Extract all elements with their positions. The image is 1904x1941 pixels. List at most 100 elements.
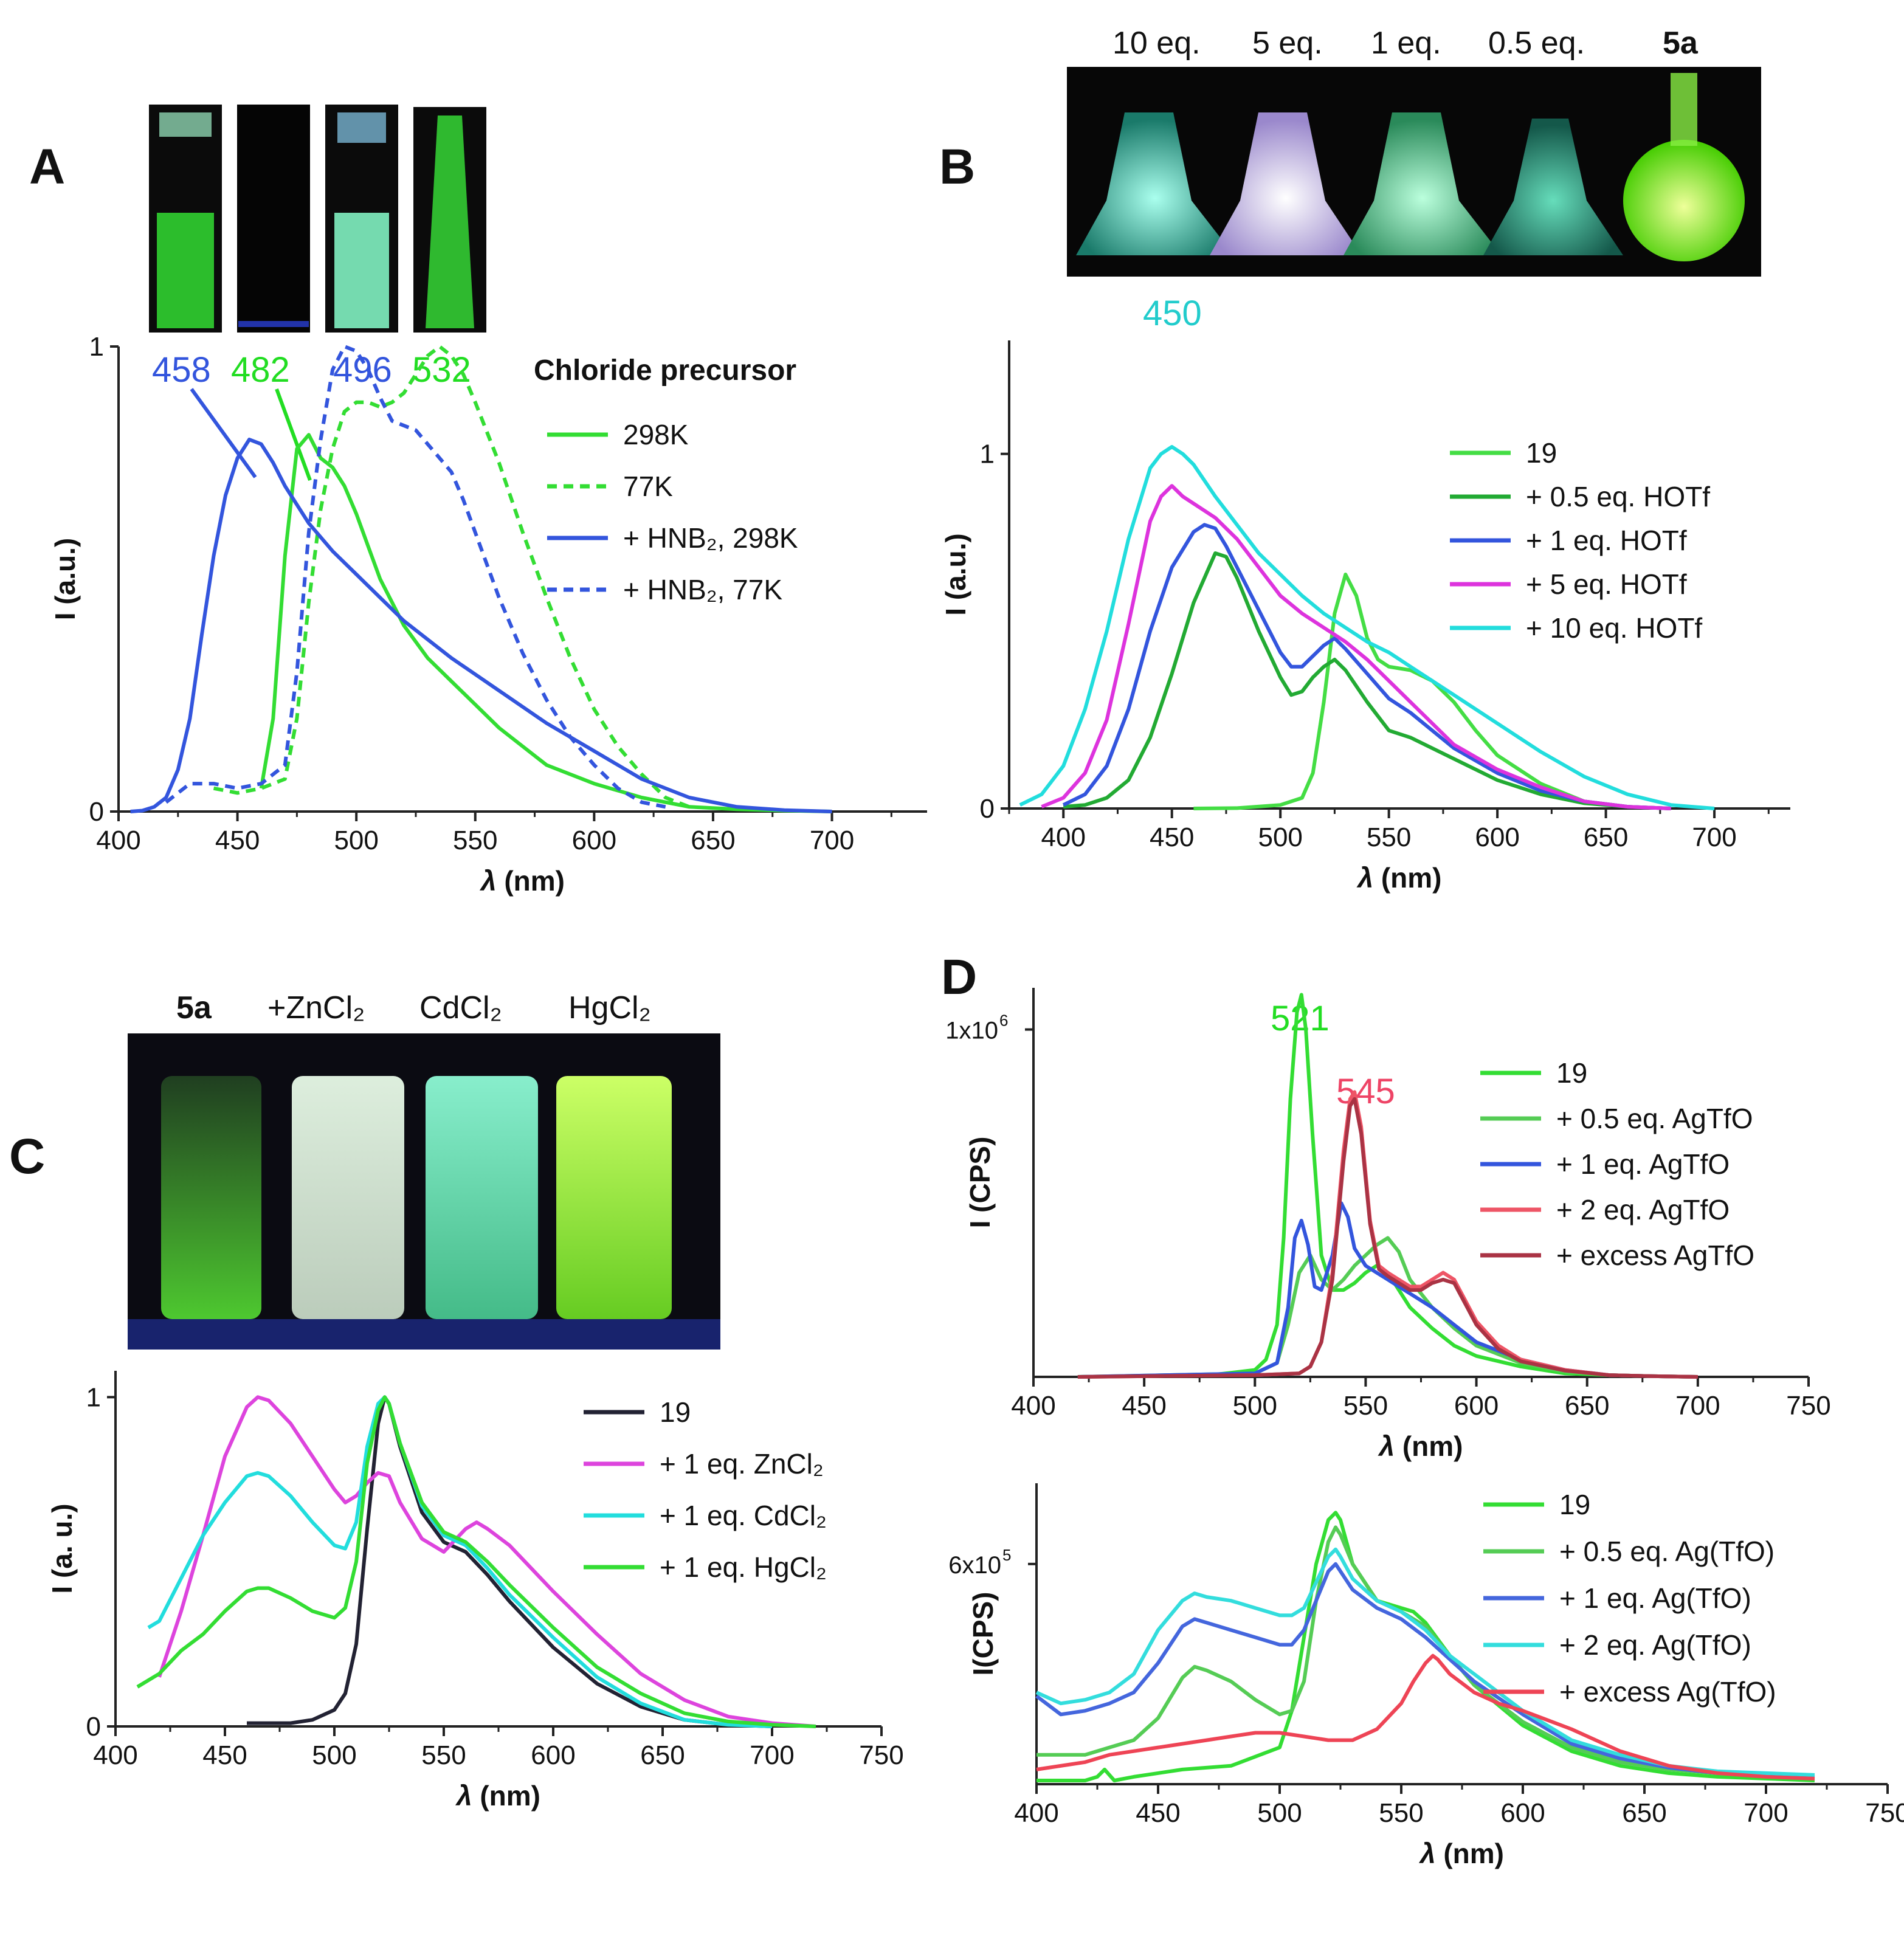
series-line-3	[1077, 1201, 1698, 1379]
x-tick-label: 650	[1565, 1391, 1609, 1421]
legend-entry: + 0.5 eq. AgTfO	[1556, 1103, 1753, 1134]
panel-a-peak-labels: 458 482 496 532	[152, 350, 471, 481]
y-tick-exponent: 5	[1002, 1546, 1011, 1564]
y-axis-label: I(CPS)	[967, 1592, 999, 1676]
x-axis-label: λ (nm)	[479, 865, 565, 897]
peak-label-458: 458	[152, 350, 211, 390]
x-tick-label: 550	[453, 826, 497, 855]
panel-d-letter: D	[941, 950, 977, 1005]
x-tick-label: 450	[1122, 1391, 1166, 1421]
legend-entry: + 1 eq. Ag(TfO)	[1559, 1582, 1751, 1614]
panel-a-plot: 400 450 500 550 600 650 700 0 1 λ (nm) I (a.u.) 298…	[49, 332, 927, 897]
series-line-2	[1037, 1525, 1815, 1779]
x-tick-label: 750	[859, 1740, 903, 1770]
x-axis-label: λ (nm)	[455, 1780, 540, 1812]
x-tick-label: 600	[1454, 1391, 1499, 1421]
x-axis-label: λ (nm)	[1377, 1430, 1463, 1462]
legend-entry: + excess Ag(TfO)	[1559, 1676, 1776, 1708]
flask-label-05eq: 0.5 eq.	[1488, 26, 1585, 61]
series-line-4	[165, 345, 666, 809]
series-line-3	[1035, 1562, 1815, 1779]
series-line-5	[1036, 1653, 1815, 1781]
x-tick-label: 500	[1233, 1391, 1277, 1421]
x-tick-label: 450	[1150, 822, 1194, 852]
legend-entry: + 5 eq. HOTf	[1526, 568, 1687, 600]
panel-d-top-plot: 400 450 500 550 600 650 700 750 1x10 6 λ (nm) I (CP…	[945, 988, 1831, 1462]
series-line-1	[1037, 1511, 1815, 1782]
x-tick-label: 450	[202, 1740, 247, 1770]
legend-entry: + excess AgTfO	[1556, 1239, 1754, 1271]
x-tick-label: 700	[1744, 1798, 1788, 1828]
panel-a-legend-title: Chloride precursor	[534, 354, 796, 387]
series-line-4	[136, 1395, 816, 1728]
x-tick-label: 600	[572, 826, 616, 855]
series-line-2	[157, 1395, 816, 1728]
x-tick-label: 450	[215, 826, 260, 855]
y-tick-label: 0	[89, 797, 104, 827]
legend-entry: + 1 eq. HOTf	[1526, 525, 1687, 556]
x-tick-label: 700	[1675, 1391, 1720, 1421]
x-tick-label: 650	[1622, 1798, 1666, 1828]
vial-label-5a: 5a	[176, 990, 212, 1026]
y-axis-label: I (a. u.)	[46, 1503, 78, 1593]
x-tick-label: 400	[1014, 1798, 1058, 1828]
legend-entry: + 1 eq. AgTfO	[1556, 1148, 1730, 1180]
panel-c: C 5a +ZnCl₂ CdCl₂ HgCl₂ 400 450 500 550 600 6…	[9, 990, 904, 1812]
y-tick-label: 1	[89, 332, 104, 362]
peak-label-496: 496	[333, 350, 392, 390]
legend-entry: + HNB₂, 77K	[623, 574, 782, 605]
y-tick-label: 0	[86, 1712, 101, 1742]
x-tick-label: 700	[1692, 822, 1736, 852]
y-axis-label: I (a.u.)	[940, 533, 971, 615]
flask-label-1eq: 1 eq.	[1371, 26, 1441, 61]
flask-label-10eq: 10 eq.	[1112, 26, 1201, 61]
legend-entry: + 2 eq. Ag(TfO)	[1559, 1629, 1751, 1661]
x-tick-label: 400	[96, 826, 140, 855]
series-line-5	[1077, 1097, 1698, 1379]
x-tick-label: 600	[1500, 1798, 1545, 1828]
panel-a-photos	[149, 105, 486, 333]
flask-label-5a: 5a	[1663, 26, 1699, 61]
panel-b-photo: 10 eq. 5 eq. 1 eq. 0.5 eq. 5a	[1067, 26, 1761, 277]
panel-a-letter: A	[29, 139, 65, 195]
series-line-2	[213, 345, 690, 809]
x-axis-label: λ (nm)	[1356, 862, 1441, 894]
peak-label-532: 532	[412, 350, 471, 390]
x-tick-label: 400	[1011, 1391, 1055, 1421]
x-tick-label: 550	[1379, 1798, 1423, 1828]
y-tick-label: 1	[980, 440, 995, 469]
x-tick-label: 500	[1258, 822, 1302, 852]
x-tick-label: 700	[810, 826, 854, 855]
flask-label-5eq: 5 eq.	[1252, 26, 1323, 61]
x-tick-label: 650	[691, 826, 735, 855]
vial-photo-77k	[237, 105, 310, 333]
y-axis-label: I (CPS)	[964, 1137, 996, 1229]
series-line-4	[1035, 1547, 1815, 1777]
x-tick-label: 600	[1475, 822, 1519, 852]
x-tick-label: 550	[1367, 822, 1411, 852]
series-line-5	[1019, 445, 1715, 810]
panel-c-plot: 400 450 500 550 600 650 700 750 0 1 λ (nm) I (a. u.…	[46, 1371, 904, 1812]
legend-entry: 19	[660, 1396, 691, 1428]
legend-entry: 77K	[623, 471, 673, 502]
y-tick-label: 0	[980, 794, 995, 824]
series-line-3	[147, 1395, 773, 1728]
series-line-3	[1062, 523, 1671, 810]
x-tick-label: 500	[334, 826, 378, 855]
legend-entry: + 2 eq. AgTfO	[1556, 1194, 1730, 1226]
x-tick-label: 500	[312, 1740, 356, 1770]
series-line-4	[1041, 484, 1671, 810]
legend-entry: + 1 eq. CdCl₂	[660, 1500, 827, 1531]
panel-c-letter: C	[9, 1129, 45, 1184]
x-tick-label: 700	[750, 1740, 794, 1770]
legend-entry: + 0.5 eq. Ag(TfO)	[1559, 1536, 1775, 1567]
legend-entry: 19	[1526, 437, 1557, 469]
x-tick-label: 650	[1584, 822, 1628, 852]
series-line-3	[130, 438, 832, 813]
vial-label-zncl2: +ZnCl₂	[267, 990, 365, 1026]
vial-label-hgcl2: HgCl₂	[568, 990, 651, 1026]
x-tick-label: 600	[531, 1740, 575, 1770]
panel-b-letter: B	[939, 139, 975, 195]
